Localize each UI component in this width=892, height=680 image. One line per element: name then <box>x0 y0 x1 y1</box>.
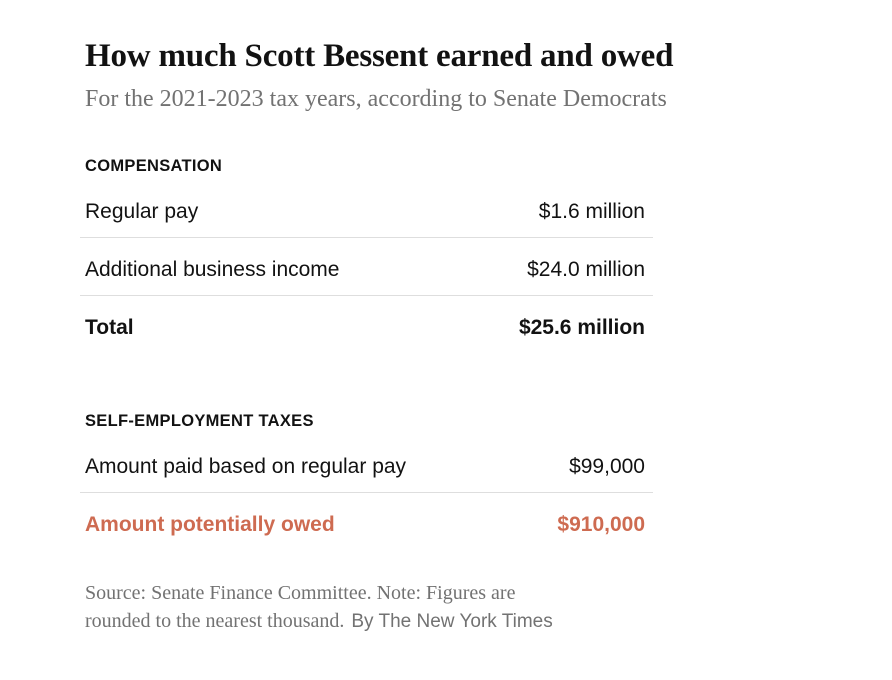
row-label: Total <box>85 316 134 339</box>
table-row-amount-paid: Amount paid based on regular pay $99,000 <box>80 435 653 493</box>
section-header-compensation: COMPENSATION <box>85 157 223 175</box>
row-value: $25.6 million <box>518 316 645 339</box>
data-table: COMPENSATION Regular pay $1.6 million Ad… <box>80 157 653 550</box>
row-label: Additional business income <box>85 258 340 281</box>
row-value: $24.0 million <box>527 258 645 281</box>
chart-title: How much Scott Bessent earned and owed <box>85 38 674 74</box>
chart-subtitle: For the 2021-2023 tax years, according t… <box>85 86 667 112</box>
byline: By The New York Times <box>351 611 553 632</box>
row-value: $99,000 <box>569 455 645 478</box>
section-compensation: COMPENSATION Regular pay $1.6 million Ad… <box>80 157 653 353</box>
row-value: $910,000 <box>557 513 645 536</box>
table-row-additional-business-income: Additional business income $24.0 million <box>80 238 653 296</box>
section-self-employment-taxes: SELF-EMPLOYMENT TAXES Amount paid based … <box>80 412 653 550</box>
table-row-regular-pay: Regular pay $1.6 million <box>80 180 653 238</box>
source-note-line2: rounded to the nearest thousand. <box>85 610 345 632</box>
row-label: Amount potentially owed <box>85 513 335 536</box>
table-row-amount-potentially-owed: Amount potentially owed $910,000 <box>80 493 653 550</box>
row-label: Regular pay <box>85 200 199 223</box>
source-note: Source: Senate Finance Committee. Note: … <box>85 579 892 636</box>
nyt-table-graphic: How much Scott Bessent earned and owed F… <box>80 38 892 636</box>
table-row-total: Total $25.6 million <box>80 296 653 353</box>
row-value: $1.6 million <box>538 200 645 223</box>
row-label: Amount paid based on regular pay <box>85 455 407 478</box>
source-note-line1: Source: Senate Finance Committee. Note: … <box>85 582 516 604</box>
section-header-self-employment-taxes: SELF-EMPLOYMENT TAXES <box>85 412 314 430</box>
